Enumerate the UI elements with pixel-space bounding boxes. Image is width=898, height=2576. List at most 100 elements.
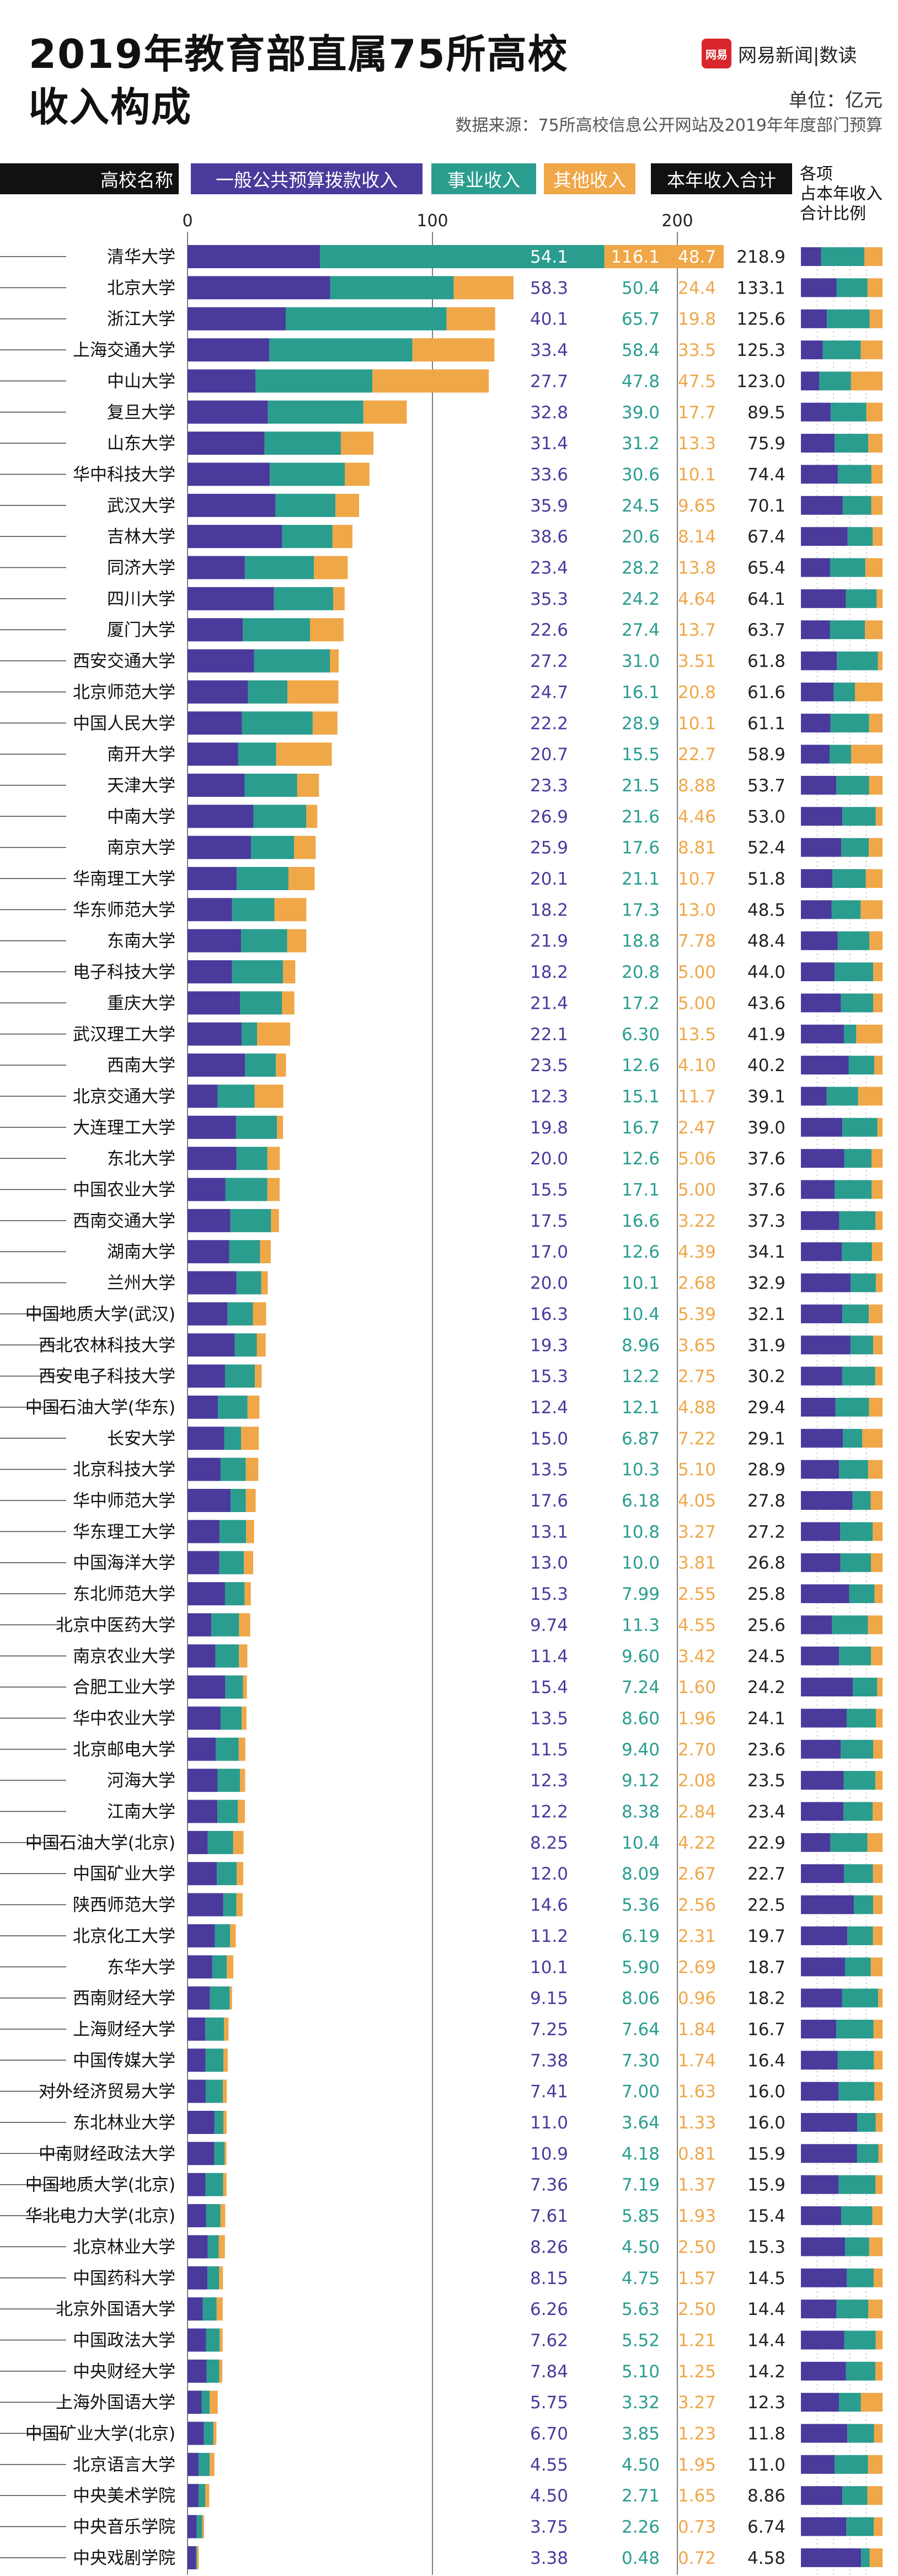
value-label: 10.1 [678,714,716,733]
ratio-segment [851,1273,876,1292]
ratio-segment [801,620,830,640]
total-label: 67.4 [747,527,785,547]
school-label: 华中科技大学 [73,465,175,485]
total-label: 18.2 [747,1989,785,2009]
value-label: 47.8 [622,371,660,391]
bar-segment [253,805,307,828]
ratio-segment [856,1024,883,1044]
ratio-segment [830,1833,868,1852]
ratio-segment [860,340,883,360]
value-label: 0.73 [678,2518,716,2537]
school-label: 南开大学 [107,745,175,765]
bar-segment [264,432,341,455]
bar-segment [188,1830,208,1854]
school-label: 东华大学 [107,1957,175,1977]
value-label: 7.25 [530,2020,568,2040]
value-label: 5.63 [622,2300,660,2319]
value-label: 39.0 [622,403,660,423]
ratio-segment [842,1988,879,2008]
bar-segment [188,2204,206,2228]
value-label: 2.70 [678,1740,716,1760]
ratio-segment [801,309,827,328]
ratio-segment [872,1149,883,1168]
value-label: 17.1 [622,1180,660,1200]
value-label: 7.19 [622,2175,660,2195]
value-label: 31.0 [622,652,660,672]
bar-segment [207,2266,220,2290]
bar-segment [224,2142,227,2165]
school-label: 合肥工业大学 [73,1678,175,1697]
bar-segment [188,1271,237,1295]
school-label: 华北电力大学(北京) [25,2206,175,2226]
total-label: 15.9 [747,2144,785,2164]
value-label: 20.0 [530,1149,568,1169]
ratio-segment [801,1117,843,1137]
bar-segment [188,369,255,393]
ratio-segment [842,1242,872,1262]
bar-segment [238,742,276,766]
value-label: 19.8 [530,1118,568,1138]
bar-segment [188,1302,228,1326]
school-label: 浙江大学 [107,310,175,329]
school-label: 大连理工大学 [73,1118,175,1138]
school-label: 中国地质大学(北京) [25,2175,175,2195]
ratio-segment [875,1771,883,1790]
bar-segment [188,1364,225,1388]
bar-segment [205,2173,223,2196]
bar-segment [230,1924,236,1947]
value-label: 7.30 [622,2051,660,2071]
value-label: 13.3 [678,434,716,454]
brand-text: 网易新闻|数读 [738,44,857,67]
value-label: 11.4 [530,1647,568,1667]
school-label: 西安电子科技大学 [39,1367,175,1387]
value-label: 28.2 [622,558,660,578]
bar-segment [253,1302,266,1326]
school-label: 重庆大学 [107,993,175,1013]
value-label: 10.9 [530,2144,568,2164]
ratio-segment [875,2175,883,2194]
bar-segment [188,1862,217,1886]
bar-segment [188,1644,216,1668]
bar-segment [243,1675,247,1699]
ratio-segment [801,1926,848,1945]
ratio-segment [864,247,883,266]
value-label: 20.1 [530,869,568,889]
bar-segment [188,2111,215,2134]
value-label: 5.00 [678,1180,716,1200]
bar-segment [250,835,295,859]
value-label: 21.9 [530,932,568,951]
value-label: 1.84 [678,2020,716,2040]
value-label: 0.48 [622,2548,660,2568]
school-label: 天津大学 [107,776,175,796]
ratio-segment [822,340,861,360]
total-label: 40.2 [747,1056,785,1076]
value-label: 116.1 [611,247,660,267]
ratio-segment [801,2144,857,2163]
ratio-segment [836,2019,874,2039]
bar-segment [229,1986,232,2010]
value-label: 27.2 [530,652,568,672]
bar-segment [188,1893,223,1917]
ratio-segment [801,962,835,982]
ratio-segment [801,527,848,546]
ratio-segment [801,2051,838,2070]
bar-segment [188,1582,225,1606]
ratio-segment [842,1304,869,1323]
value-label: 15.4 [530,1678,568,1697]
ratio-segment [869,775,883,795]
value-label: 13.7 [678,620,716,640]
total-label: 218.9 [736,247,785,267]
value-label: 32.8 [530,403,568,423]
ratio-segment [869,838,883,857]
bar-segment [330,649,339,673]
ratio-segment [842,1117,878,1137]
bar-segment [236,1115,277,1139]
bar-segment [229,1240,260,1264]
bar-segment [188,835,251,859]
bar-segment [283,960,296,984]
chart-title-line1: 2019年教育部直属75所高校 [29,31,569,77]
ratio-segment [855,682,883,701]
value-label: 12.6 [622,1149,660,1169]
ratio-segment [801,434,835,453]
